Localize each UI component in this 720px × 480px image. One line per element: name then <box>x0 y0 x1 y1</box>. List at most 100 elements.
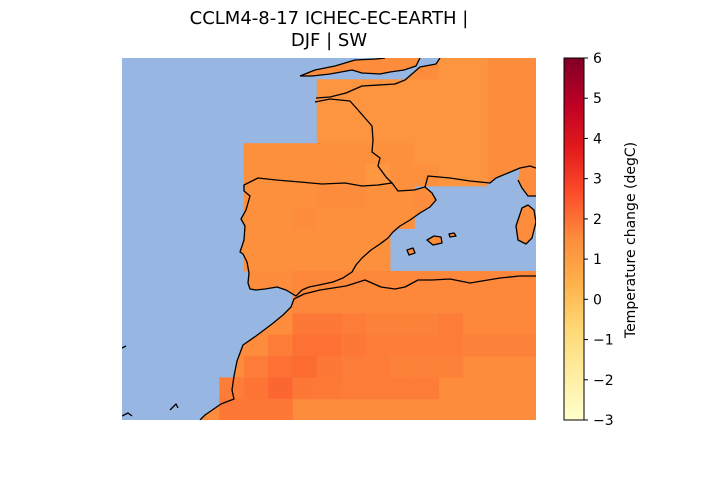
grid-cell <box>341 270 367 293</box>
grid-cell <box>511 292 536 315</box>
title-line-2: DJF | SW <box>290 30 368 51</box>
grid-cell <box>462 100 488 123</box>
grid-cell <box>316 100 342 123</box>
grid-cell <box>365 249 391 272</box>
grid-cell <box>487 292 513 315</box>
grid-cell <box>243 377 269 400</box>
grid-cell <box>389 313 415 336</box>
grid-cell <box>389 292 415 315</box>
grid-cell <box>243 185 269 208</box>
grid-cell <box>365 143 391 166</box>
grid-cell <box>389 270 415 293</box>
grid-cell <box>414 334 440 357</box>
colorbar-tick-label: 5 <box>593 91 602 107</box>
coastline-ibiza <box>406 247 416 256</box>
grid-cell <box>292 334 318 357</box>
grid-cell <box>438 313 464 336</box>
coastline-france <box>314 98 536 188</box>
grid-cell <box>243 398 269 420</box>
grid-cell <box>487 334 513 357</box>
grid-cell <box>292 313 318 336</box>
grid-cell <box>414 377 440 400</box>
grid-cell <box>268 377 294 400</box>
grid-cell <box>462 121 488 144</box>
grid-cell <box>389 377 415 400</box>
grid-cell <box>462 334 488 357</box>
grid-cell <box>292 292 318 315</box>
grid-cell <box>292 143 318 166</box>
grid-cell <box>511 313 536 336</box>
grid-cell <box>414 356 440 379</box>
grid-cell <box>341 185 367 208</box>
grid-cell <box>243 207 269 229</box>
grid-cell <box>389 356 415 379</box>
grid-cell <box>365 334 391 357</box>
grid-cell <box>243 143 269 166</box>
grid-cell <box>389 79 415 102</box>
grid-cell <box>316 313 342 336</box>
colorbar-tick-label: 2 <box>593 212 602 228</box>
colorbar-gradient <box>563 57 585 421</box>
grid-cell <box>365 292 391 315</box>
grid-cell <box>365 185 391 208</box>
grid-cell <box>414 143 440 166</box>
grid-cell <box>292 356 318 379</box>
grid-cell <box>243 164 269 187</box>
grid-cell <box>268 249 294 272</box>
grid-cell <box>438 121 464 144</box>
grid-cell <box>268 228 294 251</box>
coastline-islet-2 <box>122 412 133 417</box>
coastline-italy <box>517 179 536 197</box>
grid-cell <box>316 143 342 166</box>
grid-cell <box>389 121 415 144</box>
colorbar-tick-label: 1 <box>593 252 602 268</box>
grid-cell <box>316 185 342 208</box>
grid-cell <box>316 207 342 229</box>
grid-cell <box>462 79 488 102</box>
grid-cell <box>414 292 440 315</box>
grid-cell <box>268 398 294 420</box>
grid-cell <box>365 121 391 144</box>
colorbar-label: Temperature change (degC) <box>623 141 639 339</box>
grid-cell <box>243 228 269 251</box>
grid-cell <box>292 249 318 272</box>
grid-cell <box>365 228 391 251</box>
grid-cell <box>341 334 367 357</box>
colorbar-tick-label: 0 <box>593 292 602 308</box>
coastline-mallorca <box>426 235 443 246</box>
grid-cell <box>341 249 367 272</box>
grid-cell <box>292 228 318 251</box>
grid-cell <box>389 164 415 187</box>
coastline-iberia <box>239 177 437 297</box>
colorbar: 6 5 4 3 2 1 0 −1 −2 −3 <box>563 51 614 429</box>
grid-cell <box>414 270 440 293</box>
grid-cell <box>414 79 440 102</box>
grid-cell <box>365 207 391 229</box>
grid-cell <box>365 79 391 102</box>
grid-cell <box>341 377 367 400</box>
grid-cell <box>438 270 464 293</box>
map-title: CCLM4-8-17 ICHEC-EC-EARTH | DJF | SW <box>122 8 536 52</box>
grid-cell <box>268 356 294 379</box>
grid-cell <box>414 313 440 336</box>
grid-cell <box>243 249 269 272</box>
grid-cell <box>316 292 342 315</box>
colorbar-tick-label: −2 <box>593 373 614 389</box>
grid-cell <box>389 334 415 357</box>
grid-cell <box>341 100 367 123</box>
grid-cell <box>414 121 440 144</box>
colorbar-tick-label: −1 <box>593 333 614 349</box>
grid-cell <box>438 100 464 123</box>
grid-cell <box>462 164 488 187</box>
grid-cell <box>438 58 464 80</box>
grid-cell <box>268 185 294 208</box>
grid-cell <box>438 79 464 102</box>
coastline-menorca <box>448 232 457 238</box>
grid-cell <box>341 292 367 315</box>
grid-cell <box>316 377 342 400</box>
grid-cell <box>438 143 464 166</box>
grid-cell <box>292 164 318 187</box>
grid-cell <box>389 143 415 166</box>
italy-land <box>518 168 536 196</box>
title-line-1: CCLM4-8-17 ICHEC-EC-EARTH | <box>189 8 469 29</box>
